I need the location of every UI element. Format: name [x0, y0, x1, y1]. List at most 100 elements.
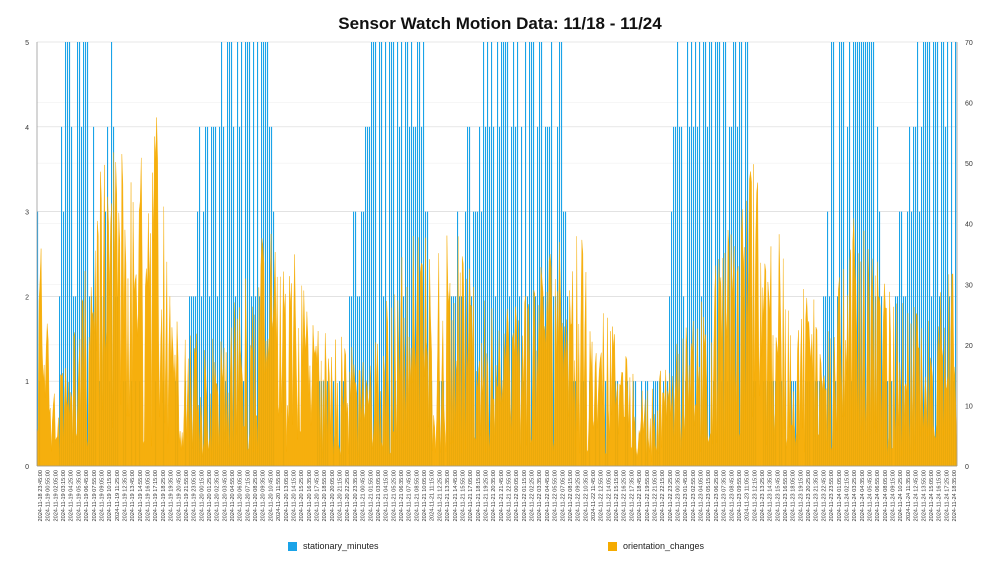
stationary-bar — [87, 42, 89, 466]
x-tick-label: 2024-11-20 21:15:00 — [338, 470, 344, 522]
x-tick-label: 2024-11-24 16:15:00 — [937, 470, 943, 522]
stationary-bar — [945, 126, 947, 467]
left-tick-0: 0 — [25, 464, 29, 471]
x-tick-label: 2024-11-23 23:55:00 — [829, 470, 835, 522]
legend-item-orientation: orientation_changes — [608, 541, 704, 551]
stationary-bar — [537, 126, 539, 467]
stationary-bar — [747, 42, 749, 466]
stationary-bar — [827, 211, 829, 466]
x-tick-label: 2024-11-23 02:55:00 — [691, 470, 697, 522]
stationary-bar — [927, 42, 929, 466]
stationary-bar — [427, 211, 429, 466]
stationary-bar — [635, 381, 637, 466]
x-tick-label: 2024-11-19 09:05:00 — [99, 470, 105, 522]
stationary-bar — [859, 42, 861, 466]
x-tick-label: 2024-11-23 05:15:00 — [706, 470, 712, 522]
x-tick-label: 2024-11-20 06:05:00 — [238, 470, 244, 522]
stationary-bar — [37, 211, 39, 466]
x-tick-label: 2024-11-21 14:45:00 — [453, 470, 459, 522]
stationary-bar — [253, 42, 255, 466]
stationary-bar — [265, 42, 267, 466]
stationary-bar — [423, 42, 425, 466]
stationary-bar — [895, 296, 897, 466]
stationary-bar — [491, 42, 493, 466]
stationary-bar — [947, 42, 949, 466]
stationary-bar — [511, 126, 513, 467]
stationary-bar — [673, 126, 675, 467]
stationary-bar — [531, 42, 533, 466]
orientation-area — [36, 117, 958, 467]
stationary-bar — [391, 42, 393, 466]
stationary-bar — [247, 42, 249, 466]
stationary-bar — [197, 211, 199, 466]
stationary-bar — [245, 42, 247, 466]
stationary-bar — [831, 42, 833, 466]
x-tick-label: 2024-11-23 20:25:00 — [806, 470, 812, 522]
stationary-bar — [547, 126, 549, 467]
stationary-bar — [405, 42, 407, 466]
x-tick-label: 2024-11-19 03:15:00 — [61, 470, 67, 522]
x-tick-label: 2024-11-19 00:55:00 — [46, 470, 52, 522]
stationary-bar — [193, 296, 195, 466]
stationary-bar — [401, 42, 403, 466]
stationary-bar — [381, 42, 383, 466]
stationary-bar — [843, 42, 845, 466]
stationary-bar — [231, 42, 233, 466]
stationary-bar — [67, 42, 69, 466]
stationary-bar — [829, 296, 831, 466]
stationary-bar — [699, 42, 701, 466]
stationary-bar — [455, 296, 457, 466]
x-tick-label: 2024-11-22 08:15:00 — [568, 470, 574, 522]
stationary-bar — [237, 42, 239, 466]
stationary-bar — [367, 126, 369, 467]
x-tick-label: 2024-11-20 13:05:00 — [284, 470, 290, 522]
x-tick-label: 2024-11-22 05:55:00 — [553, 470, 559, 522]
stationary-bar — [899, 211, 901, 466]
stationary-bar — [545, 126, 547, 467]
orientation-changes-series — [36, 117, 958, 467]
x-tick-label: 2024-11-21 18:15:00 — [476, 470, 482, 522]
stationary-bar — [655, 381, 657, 466]
stationary-bar — [857, 42, 859, 466]
stationary-bar — [221, 42, 223, 466]
stationary-bar — [745, 42, 747, 466]
x-tick-label: 2024-11-19 18:25:00 — [161, 470, 167, 522]
x-tick-label: 2024-11-24 03:25:00 — [852, 470, 858, 522]
stationary-bar — [365, 126, 367, 467]
stationary-bar — [653, 381, 655, 466]
stationary-bar — [205, 126, 207, 467]
stationary-bar — [869, 42, 871, 466]
x-tick-label: 2024-11-21 08:55:00 — [414, 470, 420, 522]
right-tick-20: 20 — [965, 343, 973, 350]
stationary-bar — [269, 126, 271, 467]
stationary-bar — [393, 42, 395, 466]
stationary-bar — [933, 42, 935, 466]
stationary-bar — [503, 42, 505, 466]
stationary-bar — [209, 296, 211, 466]
stationary-bar — [951, 42, 953, 466]
stationary-bar — [495, 296, 497, 466]
x-tick-label: 2024-11-20 08:25:00 — [253, 470, 259, 522]
x-tick-label: 2024-11-22 21:05:00 — [653, 470, 659, 522]
stationary-bar — [223, 126, 225, 467]
stationary-bar — [719, 42, 721, 466]
stationary-bar — [723, 42, 725, 466]
stationary-bar — [911, 211, 913, 466]
x-tick-label: 2024-11-21 15:55:00 — [460, 470, 466, 522]
x-tick-label: 2024-11-20 15:25:00 — [299, 470, 305, 522]
stationary-bar — [485, 126, 487, 467]
stationary-bar — [901, 211, 903, 466]
stationary-bar — [241, 42, 243, 466]
stationary-bar — [943, 42, 945, 466]
x-tick-label: 2024-11-20 02:35:00 — [215, 470, 221, 522]
stationary-bar — [715, 42, 717, 466]
stationary-bar — [561, 42, 563, 466]
stationary-bar — [65, 42, 67, 466]
x-tick-label: 2024-11-21 17:05:00 — [468, 470, 474, 522]
right-tick-70: 70 — [965, 40, 973, 47]
x-tick-label: 2024-11-19 12:35:00 — [123, 470, 129, 522]
x-tick-label: 2024-11-23 00:35:00 — [676, 470, 682, 522]
stationary-bar — [483, 42, 485, 466]
x-tick-label: 2024-11-22 19:55:00 — [645, 470, 651, 522]
